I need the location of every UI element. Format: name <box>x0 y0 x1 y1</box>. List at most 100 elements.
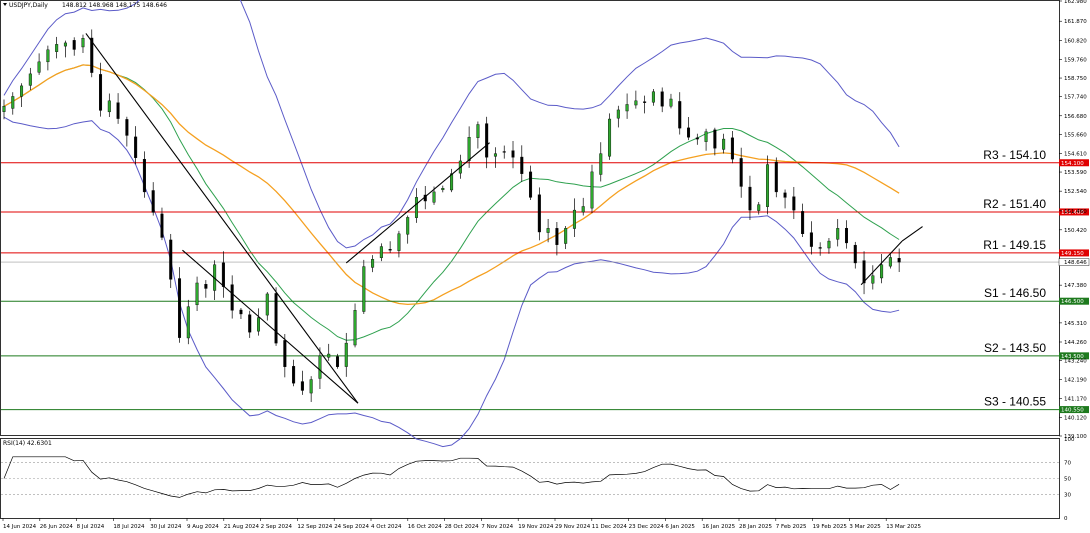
candle-body <box>888 257 892 267</box>
candle-body <box>572 209 576 229</box>
rsi-tick-label: 50 <box>1064 477 1071 483</box>
candle-body <box>20 85 24 97</box>
y-tick-label: 139.100 <box>1064 434 1087 440</box>
candle-body <box>880 264 884 279</box>
candle-body <box>46 49 50 63</box>
rsi-tick-label: 100 <box>1064 437 1075 443</box>
level-tag-text-3: 146.500 <box>1061 299 1084 305</box>
bollinger-bands <box>3 0 900 448</box>
candle-body <box>827 240 831 249</box>
candle-body <box>169 239 173 280</box>
trend-lines <box>85 33 923 404</box>
x-tick-label: 6 Jan 2025 <box>665 524 695 530</box>
candle-body <box>362 266 366 312</box>
candle-body <box>660 91 664 107</box>
candle-body <box>309 379 313 394</box>
bollinger-upper-line <box>3 0 900 249</box>
x-tick-label: 7 Nov 2024 <box>481 524 513 530</box>
collapse-triangle-icon[interactable] <box>3 3 7 6</box>
candle-body <box>379 246 383 258</box>
y-tick-label: 142.190 <box>1064 378 1087 384</box>
level-tag-text-2: 149.150 <box>1061 251 1084 257</box>
candle-body <box>537 194 541 233</box>
level-tag-2 <box>1059 249 1089 257</box>
candle-body <box>63 42 67 47</box>
level-tag-text-0: 154.100 <box>1061 161 1084 167</box>
y-tick-label: 154.610 <box>1064 151 1087 157</box>
x-tick-label: 12 Sep 2024 <box>297 524 332 530</box>
y-tick-label: 155.660 <box>1064 132 1087 138</box>
support-resistance-levels: R3 - 154.10 154.100 R2 - 151.40 151.400 R1 -… <box>1 148 1089 414</box>
ma100-line <box>3 64 900 306</box>
candle-body <box>862 260 866 284</box>
level-tag-1 <box>1059 208 1089 216</box>
x-tick-label: 21 Aug 2024 <box>224 524 260 530</box>
trend-line-3 <box>860 240 903 286</box>
candle-body <box>99 74 103 111</box>
candle-body <box>792 196 796 211</box>
candle-body <box>151 190 155 213</box>
x-tick-label: 29 Nov 2024 <box>555 524 591 530</box>
candle-body <box>414 197 418 218</box>
trend-line-4 <box>901 226 923 242</box>
candle-body <box>441 188 445 191</box>
candle-body <box>687 127 691 138</box>
candle-body <box>230 284 234 311</box>
y-tick-label: 151.460 <box>1064 209 1087 215</box>
candle-body <box>801 211 805 235</box>
candle-body <box>529 171 533 198</box>
candle-body <box>730 137 734 160</box>
candle-body <box>704 131 708 142</box>
y-tick-label: 141.170 <box>1064 396 1087 402</box>
rsi-tick-label: 30 <box>1064 492 1071 498</box>
candle-body <box>81 38 85 48</box>
candle-body <box>485 123 489 158</box>
candle-body <box>186 306 190 339</box>
level-label-5: S3 - 140.55 <box>984 395 1046 409</box>
x-tick-label: 4 Oct 2024 <box>371 524 402 530</box>
candle-body <box>467 137 471 161</box>
price-pane-frame <box>0 0 1060 436</box>
candle-body <box>397 233 401 251</box>
candle-body <box>546 228 550 233</box>
candle-body <box>616 109 620 119</box>
candle-body <box>520 156 524 174</box>
trend-line-1 <box>182 249 359 404</box>
candle-body <box>476 124 480 138</box>
x-tick-label: 16 Jan 2025 <box>702 524 735 530</box>
ohlc-values: 148.812 148.968 148.175 148.646 <box>62 2 167 9</box>
candle-body <box>581 206 585 213</box>
candle-body <box>669 98 673 107</box>
candle-body <box>871 275 875 284</box>
bollinger-lower-line <box>3 116 900 448</box>
rsi-tick-label: 0 <box>1064 516 1068 522</box>
x-tick-label: 19 Nov 2024 <box>518 524 554 530</box>
y-tick-label: 161.870 <box>1064 19 1087 25</box>
candle-body <box>72 40 76 50</box>
candle-body <box>502 151 506 153</box>
candle-body <box>116 102 120 119</box>
candle-body <box>678 101 682 129</box>
candle-body <box>371 259 375 268</box>
trend-line-0 <box>85 33 359 404</box>
candle-body <box>353 310 357 346</box>
x-tick-label: 8 Jul 2024 <box>77 524 105 530</box>
rsi-line <box>3 456 900 498</box>
y-tick-label: 157.740 <box>1064 94 1087 100</box>
candle-body <box>739 158 743 187</box>
price-axis: 162.980 161.870 160.820 159.760 158.750 157.7… <box>1058 0 1090 440</box>
candle-body <box>221 262 225 287</box>
x-tick-label: 26 Jun 2024 <box>40 524 74 530</box>
y-tick-label: 152.540 <box>1064 189 1087 195</box>
time-axis: 14 Jun 2024 26 Jun 2024 8 Jul 2024 18 Jul 2… <box>2 518 922 530</box>
level-tag-text-4: 143.500 <box>1061 354 1084 360</box>
rsi-indicator: 100 70 50 30 0 <box>1 437 1075 522</box>
ma50-line <box>3 64 900 341</box>
candle-body <box>766 164 770 207</box>
x-tick-label: 23 Dec 2024 <box>629 524 665 530</box>
candle-body <box>2 106 6 112</box>
candle-body <box>300 381 304 391</box>
x-tick-label: 28 Oct 2024 <box>445 524 480 530</box>
